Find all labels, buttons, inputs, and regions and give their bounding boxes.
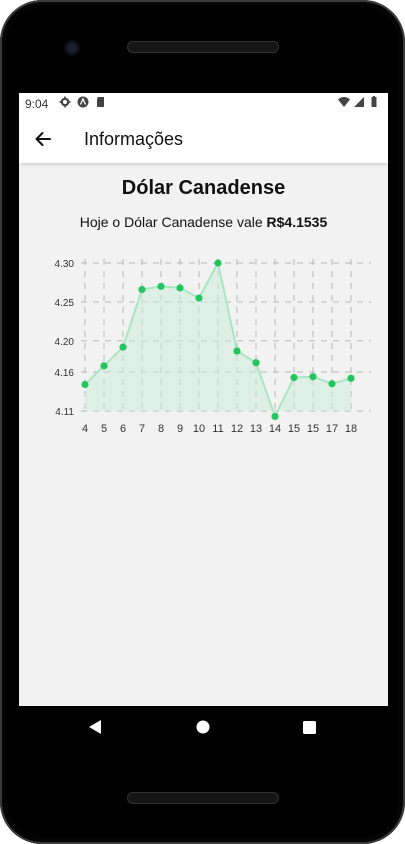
app-notification-icon	[77, 96, 89, 108]
page-title: Informações	[84, 129, 184, 149]
data-point	[290, 373, 298, 382]
x-tick-label: 5	[101, 423, 107, 435]
circle-home-icon	[196, 720, 210, 734]
x-tick-label: 18	[345, 423, 357, 435]
x-tick-label: 17	[326, 423, 338, 435]
data-point	[176, 284, 184, 292]
status-icons-right	[338, 96, 380, 108]
data-point	[252, 359, 260, 367]
nav-back-button[interactable]	[84, 716, 106, 738]
data-point	[347, 374, 355, 382]
data-point	[271, 412, 279, 421]
android-nav-bar	[19, 706, 388, 748]
y-tick-label: 4.16	[55, 368, 75, 379]
x-tick-label: 7	[139, 423, 145, 435]
x-tick-label: 4	[82, 423, 88, 435]
data-point	[195, 294, 203, 302]
app-screen: 9:04 Informações Dólar Canadense Hoje o …	[19, 93, 388, 706]
square-recents-icon	[302, 720, 316, 734]
data-point	[138, 285, 146, 294]
series-area	[85, 263, 351, 417]
currency-name: Dólar Canadense	[121, 177, 286, 199]
bottom-speaker	[127, 792, 279, 804]
data-point	[309, 373, 317, 381]
x-tick-label: 15	[288, 423, 300, 435]
status-time: 9:04	[25, 97, 49, 111]
data-point	[119, 343, 127, 351]
top-speaker	[127, 41, 279, 53]
triangle-back-icon	[89, 720, 101, 734]
x-tick-label: 12	[231, 423, 243, 435]
arrow-left-icon	[35, 132, 51, 146]
app-bar: Informações	[19, 115, 388, 163]
y-tick-label: 4.20	[55, 337, 75, 348]
cell-signal-icon	[354, 97, 364, 107]
y-tick-label: 4.30	[55, 259, 75, 270]
x-tick-label: 8	[158, 423, 164, 435]
data-point	[214, 259, 222, 267]
status-icons-left	[59, 96, 107, 108]
x-tick-label: 14	[269, 423, 281, 435]
rate-value: R$4.1535	[266, 214, 328, 230]
front-camera	[64, 40, 80, 56]
x-tick-label: 6	[120, 423, 126, 435]
y-tick-label: 4.11	[55, 407, 74, 418]
status-bar: 9:04	[19, 93, 388, 115]
data-point	[328, 380, 336, 388]
rate-line-chart: 4.30 4.25 4.20 4.16 4.11 4 5 6 7 8 9 10 11 12 13 14 15 15…	[55, 259, 371, 435]
settings-icon	[59, 96, 71, 108]
back-button[interactable]	[29, 125, 57, 153]
data-point	[157, 282, 165, 290]
x-tick-label: 11	[212, 423, 223, 435]
data-point	[100, 362, 108, 370]
x-tick-label: 13	[250, 423, 262, 435]
currency-rate-text: Hoje o Dólar Canadense vale R$4.1535	[19, 214, 388, 230]
rate-sentence: Hoje o Dólar Canadense vale	[79, 214, 267, 230]
x-tick-label: 10	[193, 423, 205, 435]
battery-icon	[371, 96, 377, 107]
y-tick-label: 4.25	[55, 298, 75, 309]
wifi-icon	[338, 97, 350, 107]
x-tick-label: 9	[177, 423, 183, 435]
nav-home-button[interactable]	[192, 716, 214, 738]
data-point	[233, 347, 241, 355]
sd-card-icon	[97, 97, 104, 107]
data-point	[81, 380, 89, 389]
nav-recents-button[interactable]	[298, 716, 320, 738]
x-tick-label: 15	[307, 423, 319, 435]
